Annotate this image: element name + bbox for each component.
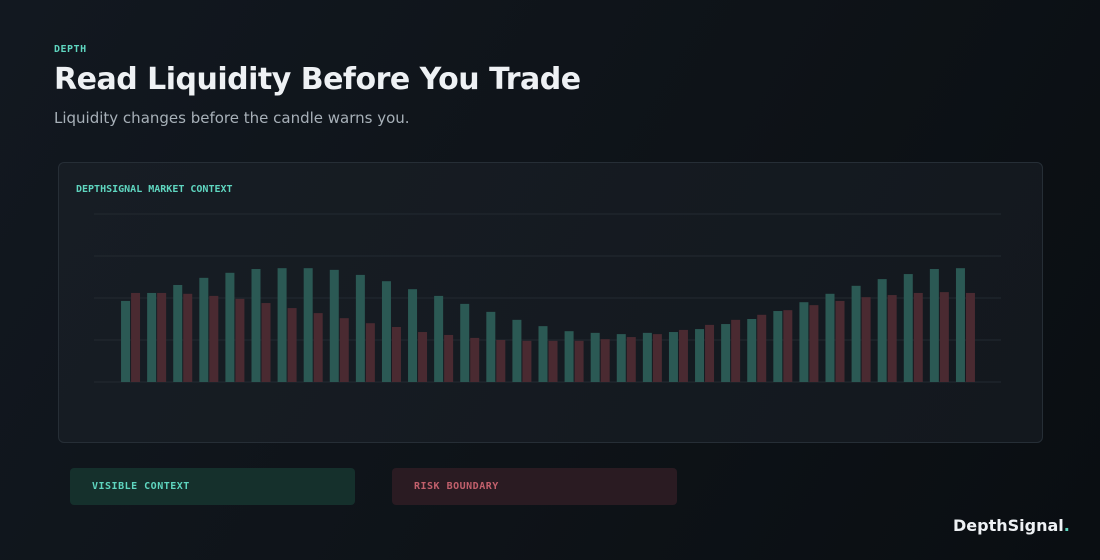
bar [695, 329, 705, 382]
bar [955, 268, 965, 382]
bar [600, 339, 610, 382]
bar [329, 269, 339, 382]
bar [548, 340, 558, 382]
bar [157, 292, 167, 382]
bar [287, 308, 297, 382]
bar [418, 332, 428, 382]
bar [773, 311, 783, 382]
bar [381, 281, 391, 382]
bar [861, 297, 871, 382]
bar [225, 272, 235, 382]
bar [408, 289, 418, 382]
subtitle: Liquidity changes before the candle warn… [54, 109, 410, 127]
chart-panel: DEPTHSIGNAL MARKET CONTEXT [58, 162, 1043, 443]
bar [887, 295, 897, 382]
bar [277, 268, 287, 382]
eyebrow: DEPTH [54, 44, 87, 55]
bar [903, 274, 913, 382]
bar [512, 319, 522, 382]
bar [121, 300, 131, 382]
bar [678, 329, 688, 382]
chart: DEPTHSIGNAL MARKET CONTEXT [76, 184, 1001, 383]
bar [747, 319, 757, 382]
bar [183, 293, 193, 382]
bar [261, 303, 271, 382]
bar [721, 324, 731, 382]
bar [783, 310, 793, 382]
bar [835, 300, 845, 382]
headline: Read Liquidity Before You Trade [54, 62, 581, 97]
bar [705, 324, 715, 382]
bar [391, 326, 401, 382]
bar [486, 311, 496, 382]
brand-mark: . [1063, 516, 1070, 535]
bar [303, 268, 313, 382]
chart-title: DEPTHSIGNAL MARKET CONTEXT [76, 184, 233, 195]
bar [313, 313, 323, 382]
bar [444, 334, 454, 382]
bar [538, 326, 548, 382]
bar [757, 314, 767, 382]
bar [809, 305, 819, 382]
bar [251, 269, 261, 382]
risk-tag: RISK BOUNDARY [392, 468, 677, 505]
bar [965, 292, 975, 382]
bar [652, 334, 662, 382]
bar [235, 298, 245, 382]
bar [339, 318, 349, 382]
bar [147, 292, 157, 382]
bar [642, 332, 652, 382]
bar [355, 274, 365, 382]
bar [731, 319, 741, 382]
bar [799, 302, 809, 382]
bar [434, 295, 444, 382]
bar [574, 340, 584, 382]
bar [199, 277, 209, 382]
brand-name: DepthSignal [953, 516, 1064, 535]
bar [590, 332, 600, 382]
bar [616, 334, 626, 382]
bar [365, 323, 375, 382]
bar [564, 331, 574, 382]
bar [522, 340, 532, 382]
bar [496, 340, 506, 382]
bar [209, 295, 219, 382]
bar [626, 337, 636, 382]
bar [851, 285, 861, 382]
bar [668, 332, 678, 382]
bar [877, 279, 887, 382]
context-tag: VISIBLE CONTEXT [70, 468, 355, 505]
bar [929, 269, 939, 382]
bar [460, 303, 470, 382]
brand: DepthSignal. [953, 516, 1070, 535]
bar [470, 337, 480, 382]
bar [825, 293, 835, 382]
bar [173, 284, 183, 382]
bar [939, 292, 949, 382]
bar [131, 292, 141, 382]
bar [913, 292, 923, 382]
